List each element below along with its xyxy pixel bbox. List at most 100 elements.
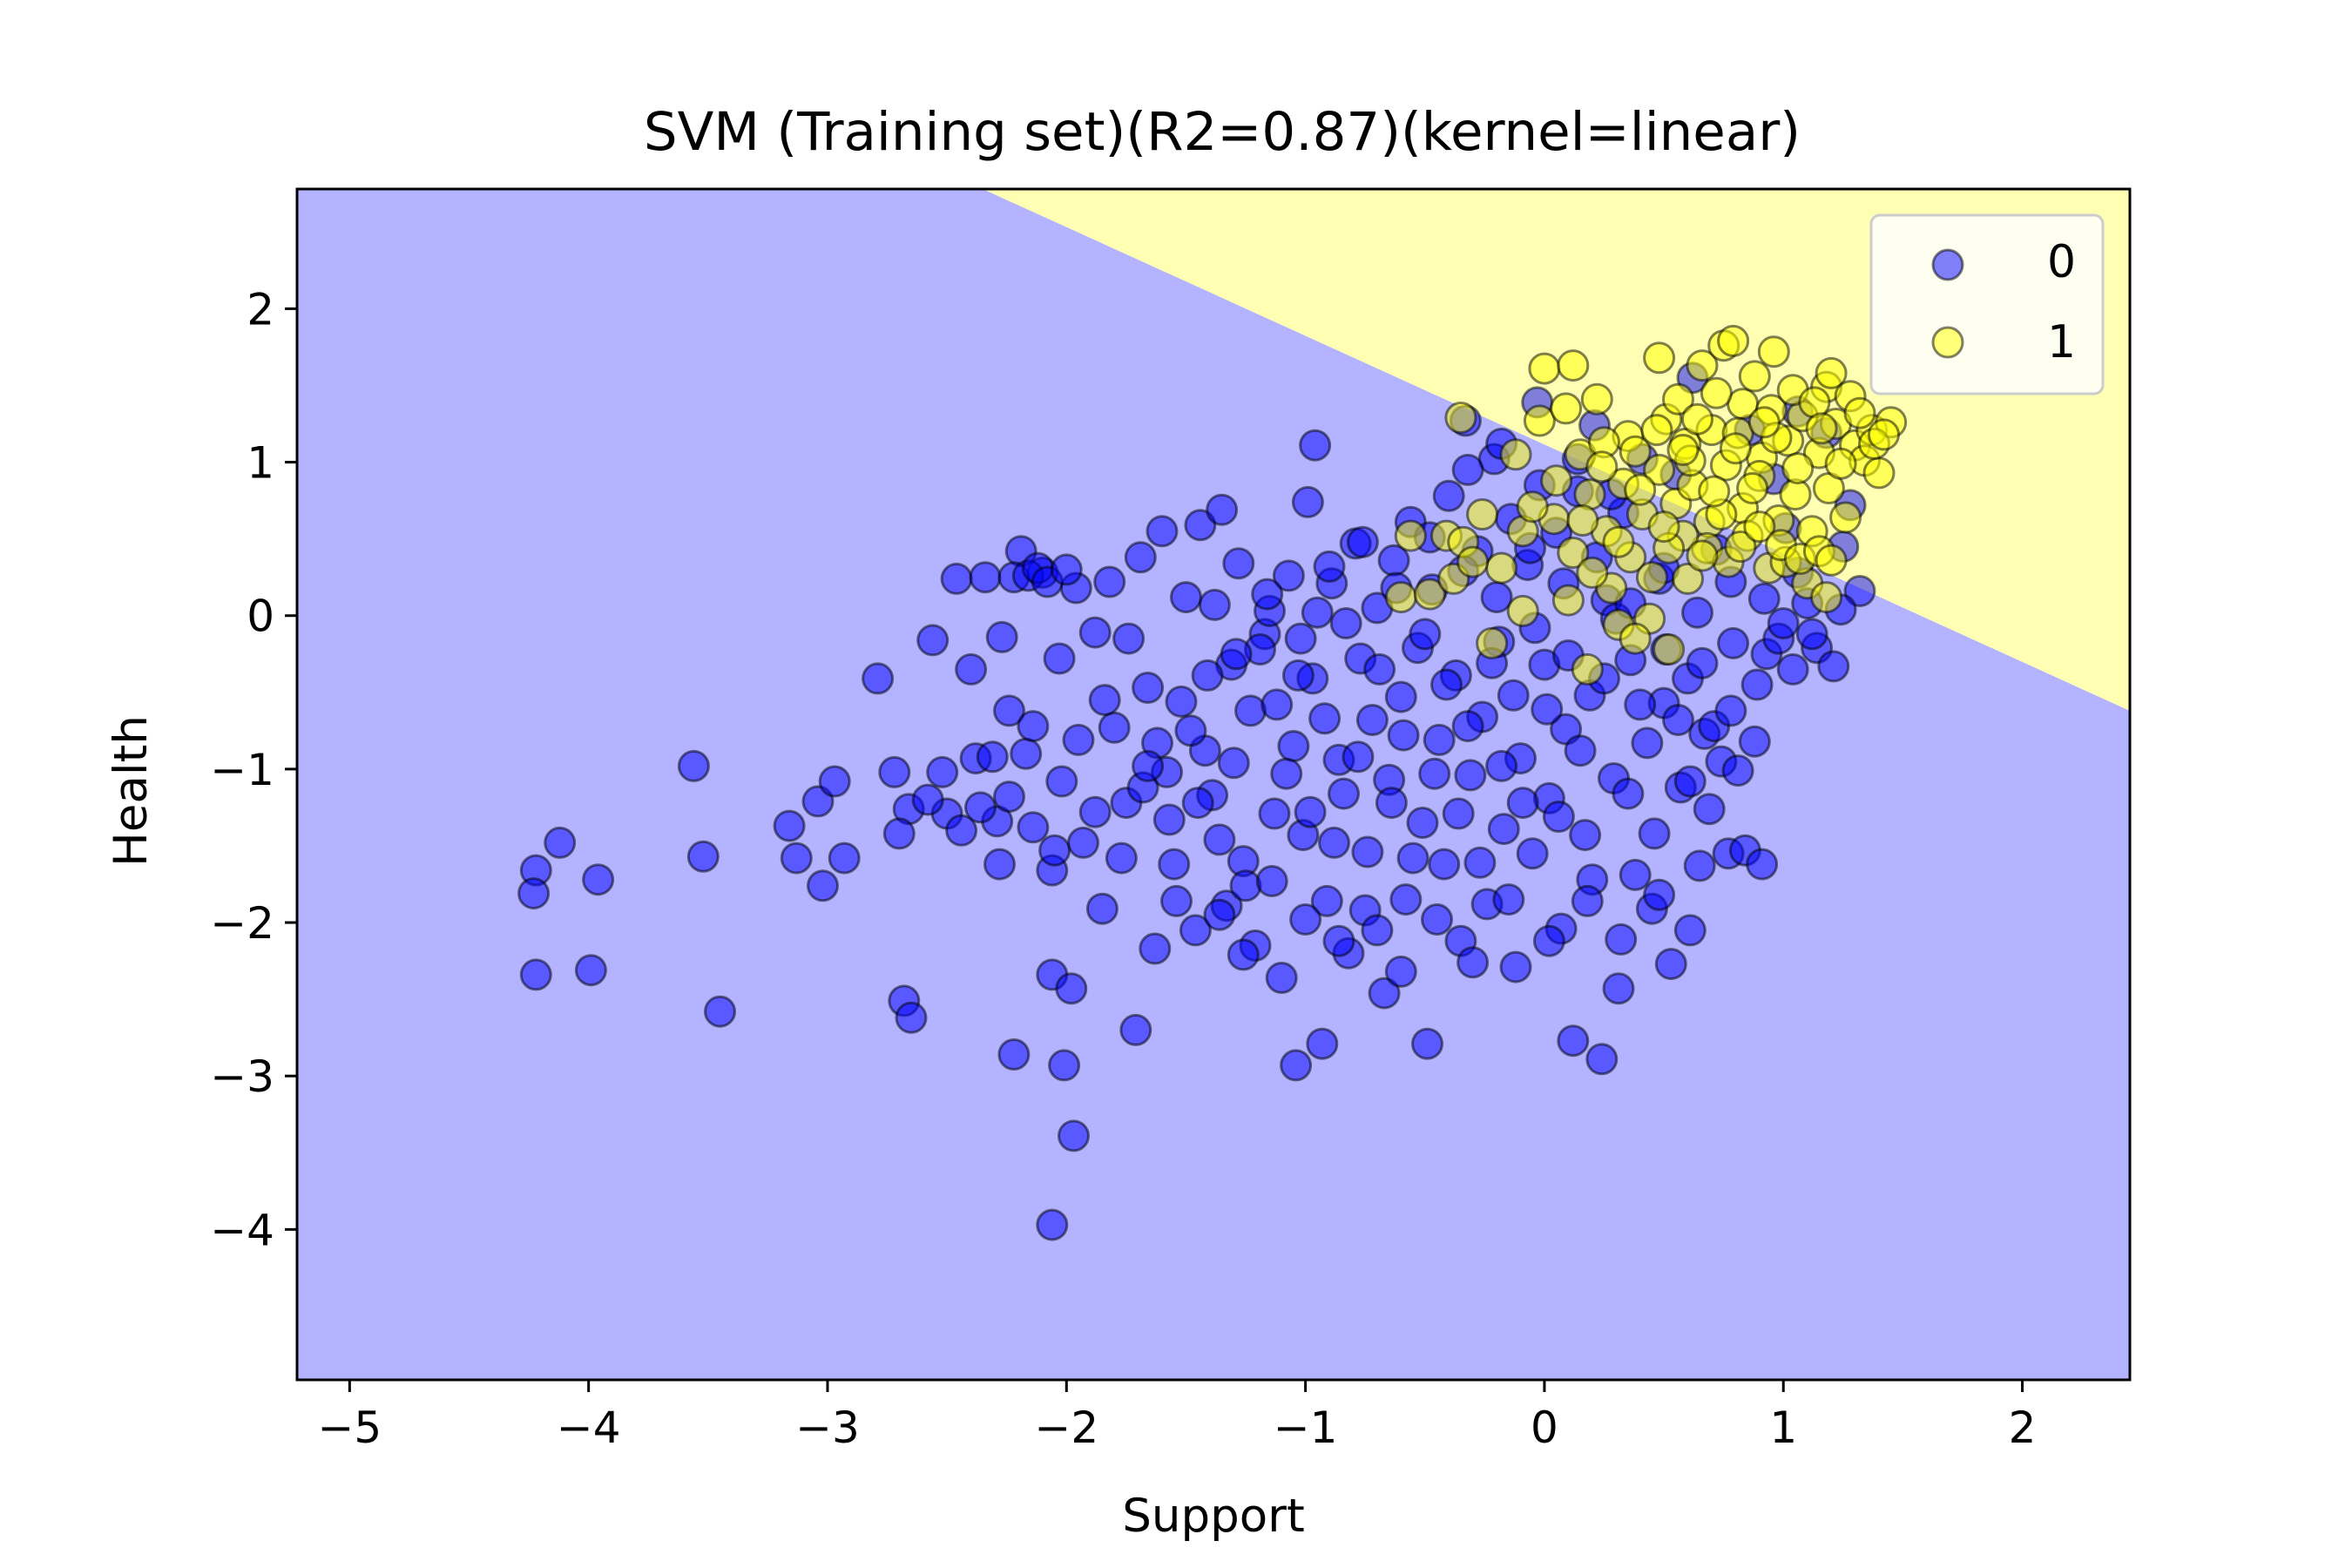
data-point-class-0 bbox=[1430, 668, 1463, 701]
y-tick-label: −3 bbox=[210, 1051, 274, 1102]
data-point-class-0 bbox=[916, 624, 950, 657]
data-point-class-0 bbox=[1055, 972, 1088, 1005]
data-point-class-0 bbox=[1272, 559, 1305, 592]
x-tick-label: 0 bbox=[1531, 1402, 1558, 1453]
data-point-class-0 bbox=[1284, 622, 1317, 655]
data-point-class-0 bbox=[1683, 849, 1716, 882]
data-point-class-0 bbox=[544, 826, 577, 859]
data-point-class-0 bbox=[993, 781, 1025, 814]
data-point-class-0 bbox=[1088, 684, 1121, 717]
data-point-class-0 bbox=[1010, 737, 1043, 770]
x-tick-label: −3 bbox=[795, 1402, 860, 1453]
data-point-class-0 bbox=[1093, 565, 1126, 598]
data-point-class-0 bbox=[1036, 1208, 1069, 1241]
legend-marker-class-1 bbox=[1931, 326, 1964, 359]
data-point-class-0 bbox=[780, 841, 813, 875]
data-point-class-0 bbox=[1673, 914, 1707, 947]
data-point-class-0 bbox=[1313, 550, 1346, 583]
data-point-class-1 bbox=[1576, 556, 1609, 589]
data-point-class-0 bbox=[1119, 1013, 1152, 1046]
data-point-class-0 bbox=[1795, 618, 1828, 651]
data-point-class-0 bbox=[1146, 515, 1179, 548]
data-point-class-0 bbox=[1322, 924, 1355, 957]
data-point-class-0 bbox=[1017, 710, 1050, 743]
x-tick-label: 1 bbox=[1769, 1402, 1797, 1453]
data-point-class-1 bbox=[1550, 392, 1583, 425]
data-point-class-0 bbox=[1746, 848, 1779, 881]
x-tick-label: −5 bbox=[317, 1402, 382, 1453]
data-point-class-1 bbox=[1815, 544, 1848, 577]
data-point-class-0 bbox=[1105, 841, 1138, 875]
data-point-class-0 bbox=[1487, 813, 1520, 846]
data-point-class-0 bbox=[1423, 723, 1456, 756]
data-point-class-0 bbox=[1454, 759, 1487, 792]
data-point-class-0 bbox=[1375, 787, 1408, 820]
data-point-class-1 bbox=[1602, 525, 1635, 558]
data-point-class-0 bbox=[1767, 607, 1800, 639]
data-point-class-0 bbox=[1571, 884, 1604, 917]
data-point-class-0 bbox=[828, 841, 861, 875]
data-point-class-0 bbox=[1206, 493, 1239, 526]
data-point-class-0 bbox=[940, 562, 973, 595]
data-point-class-1 bbox=[1666, 434, 1700, 466]
data-point-class-0 bbox=[1681, 596, 1713, 629]
data-point-class-1 bbox=[1580, 382, 1613, 416]
data-point-class-0 bbox=[1721, 754, 1754, 787]
data-point-class-0 bbox=[1045, 765, 1078, 798]
data-point-class-0 bbox=[818, 765, 851, 798]
data-point-class-1 bbox=[1672, 562, 1704, 595]
data-point-class-0 bbox=[1351, 835, 1384, 868]
data-point-class-0 bbox=[1738, 725, 1771, 758]
data-point-class-0 bbox=[1329, 607, 1362, 639]
data-point-class-0 bbox=[1368, 977, 1401, 1010]
data-point-class-0 bbox=[1451, 453, 1484, 486]
data-point-class-0 bbox=[1776, 652, 1809, 686]
x-axis-label: Support bbox=[1122, 1490, 1305, 1543]
data-point-class-0 bbox=[1428, 848, 1461, 881]
data-point-class-0 bbox=[997, 1038, 1031, 1071]
data-point-class-1 bbox=[1643, 341, 1676, 375]
data-point-class-1 bbox=[1551, 584, 1585, 617]
data-point-class-0 bbox=[1078, 616, 1112, 649]
data-point-class-0 bbox=[1308, 702, 1342, 735]
data-point-class-0 bbox=[1432, 479, 1465, 512]
data-point-class-1 bbox=[1736, 472, 1769, 504]
data-point-class-0 bbox=[1258, 797, 1291, 830]
data-point-class-1 bbox=[1394, 519, 1427, 552]
data-point-class-0 bbox=[1289, 903, 1322, 936]
data-point-class-1 bbox=[1647, 510, 1680, 544]
data-point-class-1 bbox=[1485, 551, 1518, 585]
data-point-class-0 bbox=[1442, 797, 1475, 830]
data-point-class-0 bbox=[1058, 1119, 1090, 1152]
data-point-class-0 bbox=[1062, 723, 1095, 756]
scatter-points bbox=[517, 324, 1908, 1241]
data-point-class-0 bbox=[1557, 1024, 1590, 1058]
data-point-class-0 bbox=[1181, 787, 1214, 820]
chart-title: SVM (Training set)(R2=0.87)(kernel=linea… bbox=[644, 101, 1801, 163]
data-point-class-0 bbox=[1165, 685, 1198, 718]
data-point-class-0 bbox=[1198, 588, 1231, 621]
data-point-class-1 bbox=[1571, 652, 1604, 686]
data-point-class-0 bbox=[1017, 811, 1050, 844]
data-point-class-0 bbox=[574, 954, 607, 987]
data-point-class-0 bbox=[1411, 1027, 1443, 1060]
data-point-class-1 bbox=[1444, 402, 1477, 434]
data-point-class-0 bbox=[878, 755, 911, 788]
data-point-class-0 bbox=[1506, 787, 1539, 820]
data-point-class-0 bbox=[1686, 646, 1719, 679]
data-point-class-1 bbox=[1717, 324, 1750, 357]
data-point-class-0 bbox=[882, 817, 916, 850]
data-point-class-0 bbox=[1255, 865, 1288, 897]
decision-region-class-1 bbox=[983, 189, 2130, 711]
data-point-class-0 bbox=[1406, 807, 1439, 839]
data-point-class-0 bbox=[1497, 679, 1530, 712]
data-point-class-1 bbox=[1506, 594, 1539, 627]
data-point-class-1 bbox=[1476, 626, 1509, 659]
data-point-class-1 bbox=[1810, 581, 1843, 614]
data-point-class-0 bbox=[1451, 710, 1484, 743]
data-point-class-0 bbox=[1217, 747, 1250, 780]
data-point-class-0 bbox=[1612, 777, 1645, 810]
data-point-class-0 bbox=[1409, 618, 1442, 651]
plot-area bbox=[295, 187, 2132, 1382]
